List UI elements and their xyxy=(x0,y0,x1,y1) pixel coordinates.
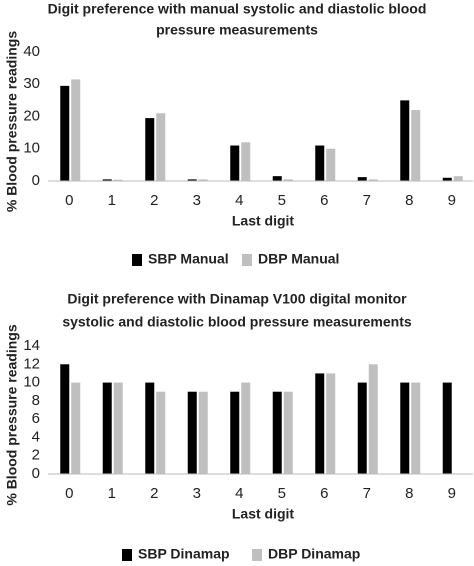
bar xyxy=(315,373,325,474)
y-tick-label: 10 xyxy=(23,140,40,157)
legend-label: DBP Dinamap xyxy=(268,546,360,562)
bar xyxy=(411,382,421,474)
y-tick-label: 0 xyxy=(32,465,40,482)
x-tick-label: 1 xyxy=(108,485,116,502)
bar xyxy=(156,391,166,474)
x-tick-label: 2 xyxy=(150,485,158,502)
x-tick-label: 5 xyxy=(278,192,286,209)
bar xyxy=(60,364,70,474)
bar xyxy=(145,118,155,181)
x-tick-label: 0 xyxy=(65,192,73,209)
x-tick-label: 7 xyxy=(363,192,371,209)
y-tick-label: 40 xyxy=(23,43,40,60)
bar xyxy=(230,145,240,181)
x-tick-label: 7 xyxy=(363,485,371,502)
bar xyxy=(241,382,251,474)
x-tick-label: 3 xyxy=(193,485,201,502)
y-tick-label: 4 xyxy=(32,428,40,445)
x-tick-label: 6 xyxy=(320,192,328,209)
chart-title: systolic and diastolic blood pressure me… xyxy=(62,314,412,330)
legend-label: SBP Dinamap xyxy=(138,546,230,562)
bar xyxy=(60,85,70,181)
x-axis-title: Last digit xyxy=(232,506,295,522)
bar xyxy=(442,382,452,474)
bar xyxy=(272,176,282,181)
x-tick-label: 4 xyxy=(235,192,243,209)
y-tick-label: 2 xyxy=(32,447,40,464)
bar xyxy=(113,382,123,474)
legend-swatch xyxy=(132,254,142,266)
y-tick-label: 30 xyxy=(23,75,40,92)
legend-swatch xyxy=(242,254,252,266)
bar xyxy=(241,142,251,181)
bar xyxy=(453,176,463,181)
bar xyxy=(283,179,293,181)
bar xyxy=(156,113,166,181)
bar xyxy=(315,145,325,181)
bar xyxy=(198,391,208,474)
bar xyxy=(113,179,123,181)
bar xyxy=(368,364,378,474)
bar xyxy=(400,382,410,474)
x-tick-label: 3 xyxy=(193,192,201,209)
x-tick-label: 9 xyxy=(448,485,456,502)
x-tick-label: 2 xyxy=(150,192,158,209)
y-tick-label: 0 xyxy=(32,172,40,189)
legend-label: SBP Manual xyxy=(148,251,229,267)
x-tick-label: 9 xyxy=(448,192,456,209)
bar xyxy=(326,373,336,474)
legend-label: DBP Manual xyxy=(258,251,339,267)
bar xyxy=(102,179,112,181)
x-tick-label: 0 xyxy=(65,485,73,502)
x-tick-label: 8 xyxy=(405,485,413,502)
bar xyxy=(283,391,293,474)
x-tick-label: 5 xyxy=(278,485,286,502)
bar xyxy=(357,382,367,474)
bar xyxy=(411,110,421,181)
bar xyxy=(442,177,452,181)
chart-title: Digit preference with Dinamap V100 digit… xyxy=(67,291,407,307)
y-tick-label: 20 xyxy=(23,107,40,124)
legend-swatch xyxy=(122,549,132,561)
bar xyxy=(145,382,155,474)
bar xyxy=(326,148,336,181)
x-tick-label: 4 xyxy=(235,485,243,502)
bar xyxy=(368,179,378,181)
y-tick-label: 12 xyxy=(23,355,40,372)
y-axis-title: % Blood pressure readings xyxy=(4,324,20,505)
bar xyxy=(272,391,282,474)
chart-title: Digit preference with manual systolic an… xyxy=(48,1,427,17)
y-axis-title: % Blood pressure readings xyxy=(4,31,20,212)
bar xyxy=(357,177,367,181)
bar xyxy=(400,100,410,181)
bar xyxy=(230,391,240,474)
bar xyxy=(198,179,208,181)
x-axis-title: Last digit xyxy=(232,213,295,229)
y-tick-label: 10 xyxy=(23,374,40,391)
x-tick-label: 1 xyxy=(108,192,116,209)
x-tick-label: 8 xyxy=(405,192,413,209)
y-tick-label: 14 xyxy=(23,337,40,354)
bar xyxy=(71,382,81,474)
chart-title: pressure measurements xyxy=(156,22,318,38)
y-tick-label: 6 xyxy=(32,410,40,427)
bar xyxy=(187,391,197,474)
bar xyxy=(71,79,81,181)
bar xyxy=(102,382,112,474)
legend-swatch xyxy=(252,549,262,561)
bar xyxy=(187,179,197,181)
y-tick-label: 8 xyxy=(32,392,40,409)
x-tick-label: 6 xyxy=(320,485,328,502)
